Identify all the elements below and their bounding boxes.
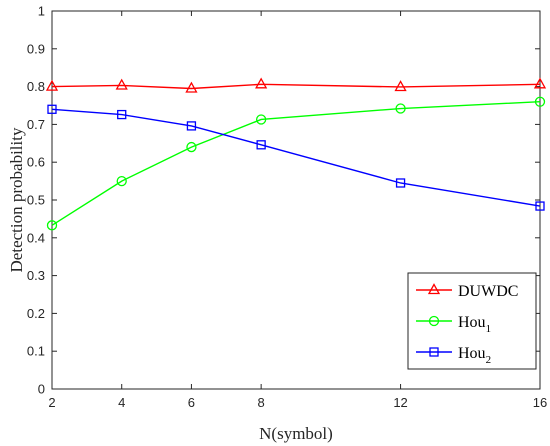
y-tick-label: 0.2 (27, 306, 45, 321)
legend-item: Hou2 (416, 345, 491, 366)
x-tick-label: 4 (118, 395, 125, 410)
data-point (395, 178, 406, 188)
series-hou2 (47, 104, 545, 211)
legend-label-subscript: 2 (486, 354, 492, 366)
legend-label-subscript: 1 (486, 323, 492, 335)
y-tick-label: 0.4 (27, 230, 45, 245)
data-point (47, 104, 57, 114)
legend-marker (427, 283, 441, 295)
legend-item: Hou1 (416, 314, 491, 335)
data-point (533, 77, 547, 89)
data-point (255, 77, 268, 89)
legend-label: Hou1 (458, 314, 491, 335)
y-tick-label: 0.5 (27, 193, 45, 208)
y-tick-label: 0.1 (27, 344, 45, 359)
y-tick-label: 0.3 (27, 268, 45, 283)
legend-label-base: Hou (458, 345, 486, 362)
x-tick-label: 6 (188, 395, 195, 410)
data-point (115, 78, 128, 90)
legend-label-base: Hou (458, 314, 486, 331)
data-point (186, 121, 197, 131)
y-axis-label: Detection probability (7, 127, 26, 272)
data-point (116, 175, 127, 187)
x-tick-label: 8 (258, 395, 265, 410)
data-point (186, 141, 197, 153)
data-point (45, 79, 59, 91)
data-point (395, 103, 406, 114)
y-tick-label: 0 (38, 382, 45, 397)
legend-item: DUWDC (416, 283, 518, 300)
data-point (185, 81, 198, 93)
series-layer (45, 77, 547, 231)
legend-label-base: DUWDC (458, 283, 518, 300)
x-tick-label: 2 (48, 395, 55, 410)
y-tick-label: 0.6 (27, 155, 45, 170)
data-point (534, 96, 546, 107)
data-point (535, 201, 545, 211)
data-point (117, 109, 127, 120)
data-point (255, 114, 267, 125)
series-hou1 (46, 96, 546, 231)
x-axis-label: N(symbol) (259, 424, 333, 443)
series-duwdc (45, 77, 547, 93)
data-point (46, 220, 58, 231)
series-line (51, 83, 541, 90)
y-tick-label: 1 (38, 4, 45, 19)
series-line (51, 101, 541, 226)
legend-label: DUWDC (458, 283, 518, 300)
legend-marker (428, 315, 440, 327)
data-point (394, 80, 407, 92)
y-tick-label: 0.8 (27, 79, 45, 94)
y-tick-label: 0.9 (27, 41, 45, 56)
x-tick-label: 12 (393, 395, 407, 410)
legend-label: Hou2 (458, 345, 491, 366)
data-point (256, 140, 266, 150)
series-line (51, 108, 541, 207)
legend-marker (429, 347, 439, 357)
y-tick-label: 0.7 (27, 117, 45, 132)
x-tick-label: 16 (533, 395, 547, 410)
